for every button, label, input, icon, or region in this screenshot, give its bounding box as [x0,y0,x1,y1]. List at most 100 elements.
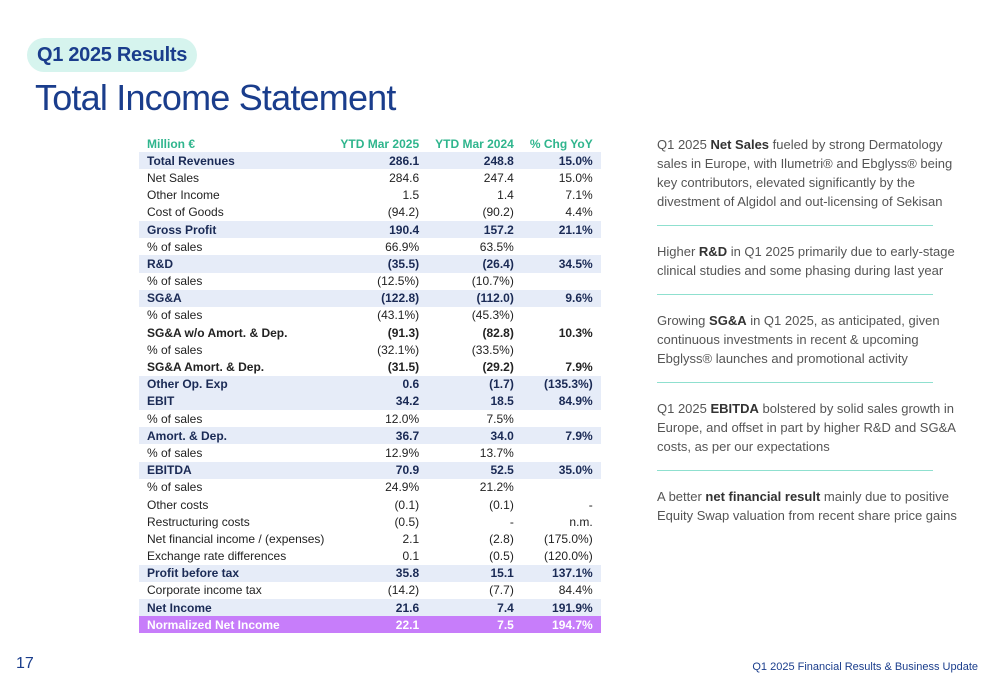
value-ytd-2024: (112.0) [427,289,522,307]
value-ytd-2024: 157.2 [427,220,522,239]
row-label: SG&A w/o Amort. & Dep. [147,325,288,340]
row-label: Gross Profit [139,220,333,239]
value-change [522,238,601,255]
note-financial-result: A better net financial result mainly due… [657,489,957,523]
table-row: Corporate income tax (14.2) (7.7) 84.4% [139,582,601,599]
value-ytd-2024: (26.4) [427,255,522,273]
value-ytd-2024: (33.5%) [471,342,514,357]
value-ytd-2024: 7.4 [427,599,522,617]
table-row: EBITDA 70.9 52.5 35.0% [139,461,601,479]
note-sga: Growing SG&A in Q1 2025, as anticipated,… [657,313,940,366]
row-label: R&D [139,255,333,273]
row-label: Amort. & Dep. [139,427,333,445]
value-ytd-2025: 12.0% [385,411,420,426]
note-rnd: Higher R&D in Q1 2025 primarily due to e… [657,244,955,278]
value-change [522,307,601,324]
value-change [522,273,601,290]
value-ytd-2024: 1.4 [497,188,514,203]
table-row: % of sales 12.0% 7.5% [139,410,601,427]
note-net-sales: Q1 2025 Net Sales fueled by strong Derma… [657,137,953,209]
value-ytd-2025: 284.6 [389,170,420,185]
row-label: Exchange rate differences [147,549,287,564]
table-row: Normalized Net Income 22.1 7.5 194.7% [139,616,601,634]
table-row: EBIT 34.2 18.5 84.9% [139,392,601,410]
column-header-metric: Million € [147,136,195,151]
value-ytd-2025: 21.6 [332,599,428,617]
value-change [522,444,601,461]
value-ytd-2025: 34.2 [332,392,428,410]
table-row: SG&A w/o Amort. & Dep. (91.3) (82.8) 10.3% [139,324,601,341]
table-row: Amort. & Dep. 36.7 34.0 7.9% [139,427,601,445]
row-label: Restructuring costs [147,514,250,529]
footer-text: Q1 2025 Financial Results & Business Upd… [752,661,978,673]
value-ytd-2025: 70.9 [332,461,428,479]
row-label: % of sales [147,342,203,357]
column-header-change: % Chg YoY [529,136,593,151]
value-change: 9.6% [521,289,601,307]
table-row: % of sales 12.9% 13.7% [139,444,601,461]
value-ytd-2024: (45.3%) [471,308,514,323]
value-change [522,410,601,427]
table-row: SG&A Amort. & Dep. (31.5) (29.2) 7.9% [139,358,601,375]
table-row: Total Revenues 286.1 248.8 15.0% [139,152,601,170]
value-ytd-2024: 63.5% [479,239,514,254]
table-row: % of sales (12.5%) (10.7%) [139,273,601,290]
page-title: Total Income Statement [35,77,396,118]
table-row: Restructuring costs (0.5) - n.m. [139,513,601,530]
value-ytd-2024: (10.7%) [471,274,514,289]
value-change: - [588,497,593,512]
value-ytd-2025: 24.9% [385,480,420,495]
value-change: 7.9% [521,427,601,445]
value-change: n.m. [569,514,593,529]
value-ytd-2025: 0.1 [402,549,420,564]
value-ytd-2025: 1.5 [402,188,420,203]
table-row: SG&A (122.8) (112.0) 9.6% [139,289,601,307]
value-change: 34.5% [521,255,601,273]
value-change: 10.3% [558,325,593,340]
value-ytd-2024: (29.2) [482,360,514,375]
row-label: Net Income [139,599,333,617]
value-change: 15.0% [558,170,593,185]
value-ytd-2025: (31.5) [387,360,420,375]
row-label: EBITDA [139,461,333,479]
table-row: % of sales (32.1%) (33.5%) [139,341,601,358]
divider [657,470,933,471]
value-change: (120.0%) [544,549,593,564]
row-label: Total Revenues [139,152,333,170]
row-label: % of sales [147,239,203,254]
commentary-panel: Q1 2025 Net Sales fueled by strong Derma… [657,135,957,525]
value-change [522,341,601,358]
row-label: % of sales [147,445,203,460]
value-change: 21.1% [521,220,601,239]
value-change: 84.9% [521,392,601,410]
value-ytd-2024: (0.5) [489,549,514,564]
row-label: Net Sales [147,170,200,185]
value-change: 35.0% [521,461,601,479]
value-ytd-2025: 36.7 [332,427,428,445]
value-ytd-2024: 21.2% [479,480,514,495]
value-ytd-2024: 7.5 [427,616,522,634]
value-change: 15.0% [521,152,601,170]
value-change: 7.1% [565,188,593,203]
value-ytd-2024: 15.1 [427,564,522,582]
value-change: 4.4% [565,205,593,220]
value-ytd-2024: 248.8 [427,152,522,170]
value-ytd-2025: 2.1 [402,531,420,546]
table-row: Gross Profit 190.4 157.2 21.1% [139,220,601,239]
value-ytd-2025: (94.2) [387,205,420,220]
value-change: 84.4% [558,583,593,598]
column-header-ytd-2025: YTD Mar 2025 [340,136,420,151]
row-label: Other Income [147,188,220,203]
value-ytd-2025: (32.1%) [377,342,420,357]
table-row: Other Income 1.5 1.4 7.1% [139,187,601,204]
value-ytd-2024: 52.5 [427,461,522,479]
table-row: Net Income 21.6 7.4 191.9% [139,599,601,617]
table-row: R&D (35.5) (26.4) 34.5% [139,255,601,273]
row-label: % of sales [147,274,203,289]
table-row: % of sales 24.9% 21.2% [139,479,601,496]
value-ytd-2025: 12.9% [385,445,420,460]
value-change: 194.7% [521,616,601,634]
note-ebitda: Q1 2025 EBITDA bolstered by solid sales … [657,401,956,454]
value-change: (135.3%) [521,375,601,393]
value-ytd-2025: 190.4 [332,220,428,239]
